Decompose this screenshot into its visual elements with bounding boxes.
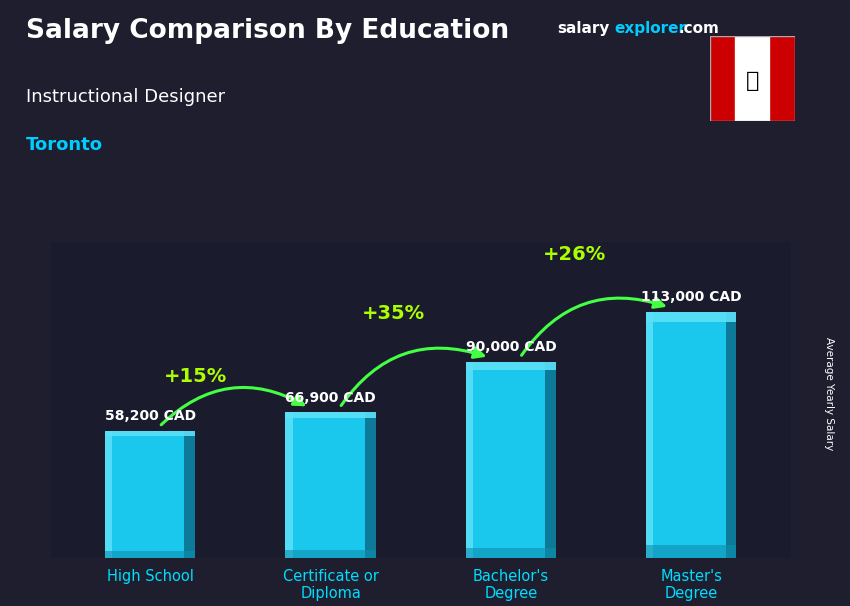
- Text: Average Yearly Salary: Average Yearly Salary: [824, 338, 834, 450]
- Text: salary: salary: [557, 21, 609, 36]
- Bar: [769, 36, 795, 121]
- Text: 🍁: 🍁: [745, 71, 759, 91]
- Bar: [646, 312, 654, 558]
- Bar: [710, 36, 735, 121]
- FancyBboxPatch shape: [286, 412, 376, 558]
- Bar: [646, 545, 736, 558]
- Text: +26%: +26%: [542, 245, 606, 264]
- Bar: [286, 412, 376, 418]
- Text: +15%: +15%: [164, 367, 227, 386]
- Bar: [466, 362, 556, 370]
- Bar: [545, 362, 556, 558]
- Bar: [286, 412, 292, 558]
- Text: 58,200 CAD: 58,200 CAD: [105, 410, 196, 424]
- Text: Salary Comparison By Education: Salary Comparison By Education: [26, 18, 508, 44]
- Text: Toronto: Toronto: [26, 136, 103, 155]
- Text: 113,000 CAD: 113,000 CAD: [641, 290, 741, 304]
- Text: 90,000 CAD: 90,000 CAD: [466, 341, 556, 355]
- FancyBboxPatch shape: [466, 362, 556, 558]
- FancyBboxPatch shape: [646, 312, 736, 558]
- Bar: [466, 362, 473, 558]
- Bar: [646, 312, 736, 322]
- FancyBboxPatch shape: [105, 431, 196, 558]
- Bar: [105, 431, 196, 436]
- Bar: [726, 312, 736, 558]
- Bar: [105, 431, 112, 558]
- Text: .com: .com: [678, 21, 719, 36]
- Bar: [365, 412, 376, 558]
- Bar: [184, 431, 196, 558]
- Bar: [286, 550, 376, 558]
- Text: Instructional Designer: Instructional Designer: [26, 88, 224, 106]
- Text: explorer: explorer: [615, 21, 687, 36]
- Bar: [466, 548, 556, 558]
- Bar: [735, 36, 769, 121]
- Text: 66,900 CAD: 66,900 CAD: [286, 390, 376, 405]
- Text: +35%: +35%: [362, 304, 425, 323]
- Bar: [105, 551, 196, 558]
